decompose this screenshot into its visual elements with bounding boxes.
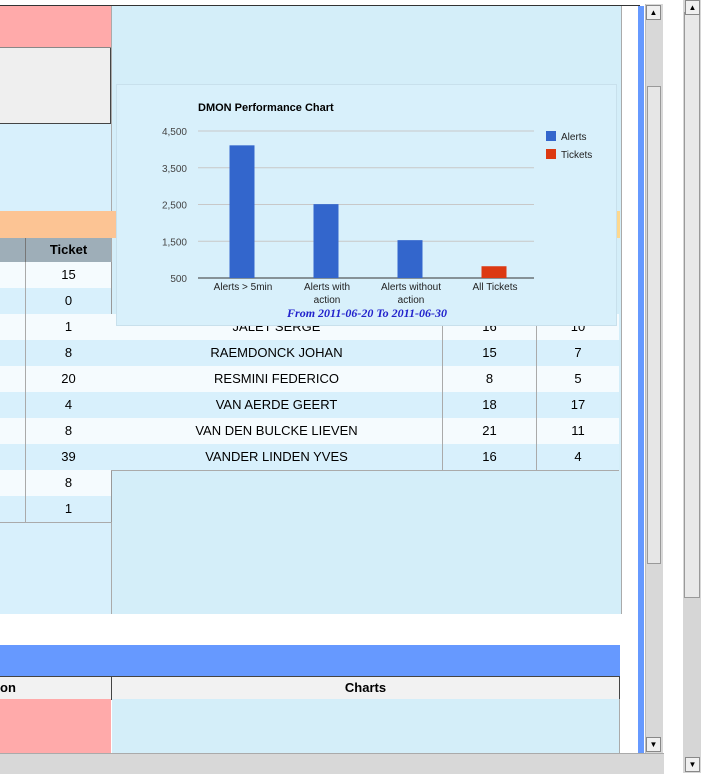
- top-border: [0, 5, 640, 6]
- legend-label: Alerts: [561, 132, 587, 143]
- ticket-cell: 1: [26, 496, 112, 522]
- bar-alerts: [229, 145, 255, 278]
- legend-swatch: [546, 149, 556, 159]
- table-row: 8: [0, 470, 112, 497]
- alerts-cell: 8: [443, 366, 537, 392]
- tickets-cell: 11: [571, 423, 585, 438]
- row-spacer: [0, 496, 26, 522]
- alerts-cell: 21: [443, 418, 537, 444]
- ticket-cell: 39: [26, 444, 112, 470]
- row-spacer: [0, 366, 26, 392]
- ticket-cell: 8: [26, 340, 112, 366]
- performance-chart: DMON Performance Chart 4,500 3,500 2,500 1,5…: [116, 84, 617, 326]
- legend-label: Tickets: [561, 150, 592, 161]
- x-category-label: Alerts > 5min: [214, 282, 273, 293]
- row-spacer: [0, 470, 26, 496]
- name-cell: VAN DEN BULCKE LIEVEN: [111, 418, 443, 444]
- table-row: 8: [0, 340, 112, 367]
- charts-header: Charts: [112, 677, 620, 699]
- table-row: 4: [0, 392, 112, 419]
- bar-alerts: [397, 240, 423, 278]
- ticket-cell: 8: [26, 470, 112, 496]
- row-spacer: [0, 262, 26, 288]
- pink-header-cell: [0, 6, 111, 48]
- name-cell: VANDER LINDEN YVES: [111, 444, 443, 470]
- outer-scroll-up-arrow-icon[interactable]: ▲: [685, 0, 700, 15]
- alerts-cell: 16: [443, 444, 537, 470]
- y-tick-label: 1,500: [162, 237, 187, 248]
- chart-title: DMON Performance Chart: [198, 102, 334, 114]
- tickets-cell: 17: [570, 397, 586, 412]
- legend-swatch: [546, 131, 556, 141]
- row-spacer: [0, 418, 26, 444]
- ticket-column-header: Ticket: [49, 242, 88, 257]
- name-cell: RESMINI FEDERICO: [111, 366, 443, 392]
- chart-svg: DMON Performance Chart 4,500 3,500 2,500 1,5…: [162, 102, 592, 320]
- bar-tickets: [481, 266, 507, 278]
- name-cell: VAN AERDE GEERT: [111, 392, 443, 418]
- row-spacer: [0, 288, 26, 314]
- frame-edge: [638, 6, 644, 753]
- ticket-cell: 8: [26, 418, 112, 444]
- x-category-label: Alerts without action: [381, 282, 441, 306]
- inner-scrollbar-thumb[interactable]: [647, 86, 661, 564]
- table-row: VAN AERDE GEERT 18 17: [111, 392, 619, 419]
- y-tick-label: 500: [170, 274, 187, 285]
- section-bar-edge: [614, 211, 620, 238]
- x-category-label: Alerts with action: [304, 282, 350, 306]
- table-row: 1: [0, 496, 112, 523]
- outer-scrollbar-thumb[interactable]: [684, 12, 700, 598]
- bottom-left-header: on: [0, 677, 112, 699]
- table-row: 8: [0, 418, 112, 445]
- row-spacer: [0, 444, 26, 470]
- table-row: RESMINI FEDERICO 8 5: [111, 366, 619, 393]
- blank-gap: [0, 614, 620, 645]
- table-row: VANDER LINDEN YVES 16 4: [111, 444, 619, 471]
- scroll-down-arrow-icon[interactable]: ▼: [646, 737, 661, 752]
- row-spacer: [0, 340, 26, 366]
- grey-box: [0, 48, 111, 124]
- left-table-header: Ticket: [0, 238, 111, 263]
- table-row: RAEMDONCK JOHAN 15 7: [111, 340, 619, 367]
- row-spacer: [0, 314, 26, 340]
- bottom-pink-cell: [0, 699, 111, 753]
- table-row: 20: [0, 366, 112, 393]
- row-spacer: [0, 392, 26, 418]
- outer-scroll-down-arrow-icon[interactable]: ▼: [685, 757, 700, 772]
- bar-alerts: [313, 204, 339, 278]
- ticket-cell: 4: [26, 392, 112, 418]
- tickets-cell: 7: [574, 345, 582, 360]
- ticket-cell: 0: [26, 288, 112, 314]
- y-tick-label: 4,500: [162, 127, 187, 138]
- tickets-cell: 4: [574, 449, 582, 464]
- ticket-cell: 15: [26, 262, 112, 288]
- table-row: 1: [0, 314, 112, 341]
- y-tick-label: 3,500: [162, 164, 187, 175]
- y-tick-label: 2,500: [162, 201, 187, 212]
- table-row: 15: [0, 262, 112, 289]
- table-row: 39: [0, 444, 112, 471]
- ticket-cell: 20: [26, 366, 112, 392]
- alerts-cell: 18: [443, 392, 537, 418]
- table-row: 0: [0, 288, 112, 315]
- date-range-footer: From 2011-06-20 To 2011-06-30: [286, 306, 447, 320]
- tickets-cell: 5: [574, 371, 582, 386]
- bottom-strip: [0, 753, 664, 774]
- bottom-table-header: on Charts: [0, 676, 620, 700]
- name-cell: RAEMDONCK JOHAN: [111, 340, 443, 366]
- bottom-charts-cell: [112, 699, 620, 753]
- blue-section-bar: [0, 645, 620, 676]
- x-category-label: All Tickets: [472, 282, 517, 293]
- scroll-up-arrow-icon[interactable]: ▲: [646, 5, 661, 20]
- ticket-cell: 1: [26, 314, 112, 340]
- alerts-cell: 15: [443, 340, 537, 366]
- table-row: VAN DEN BULCKE LIEVEN 21 11: [111, 418, 619, 445]
